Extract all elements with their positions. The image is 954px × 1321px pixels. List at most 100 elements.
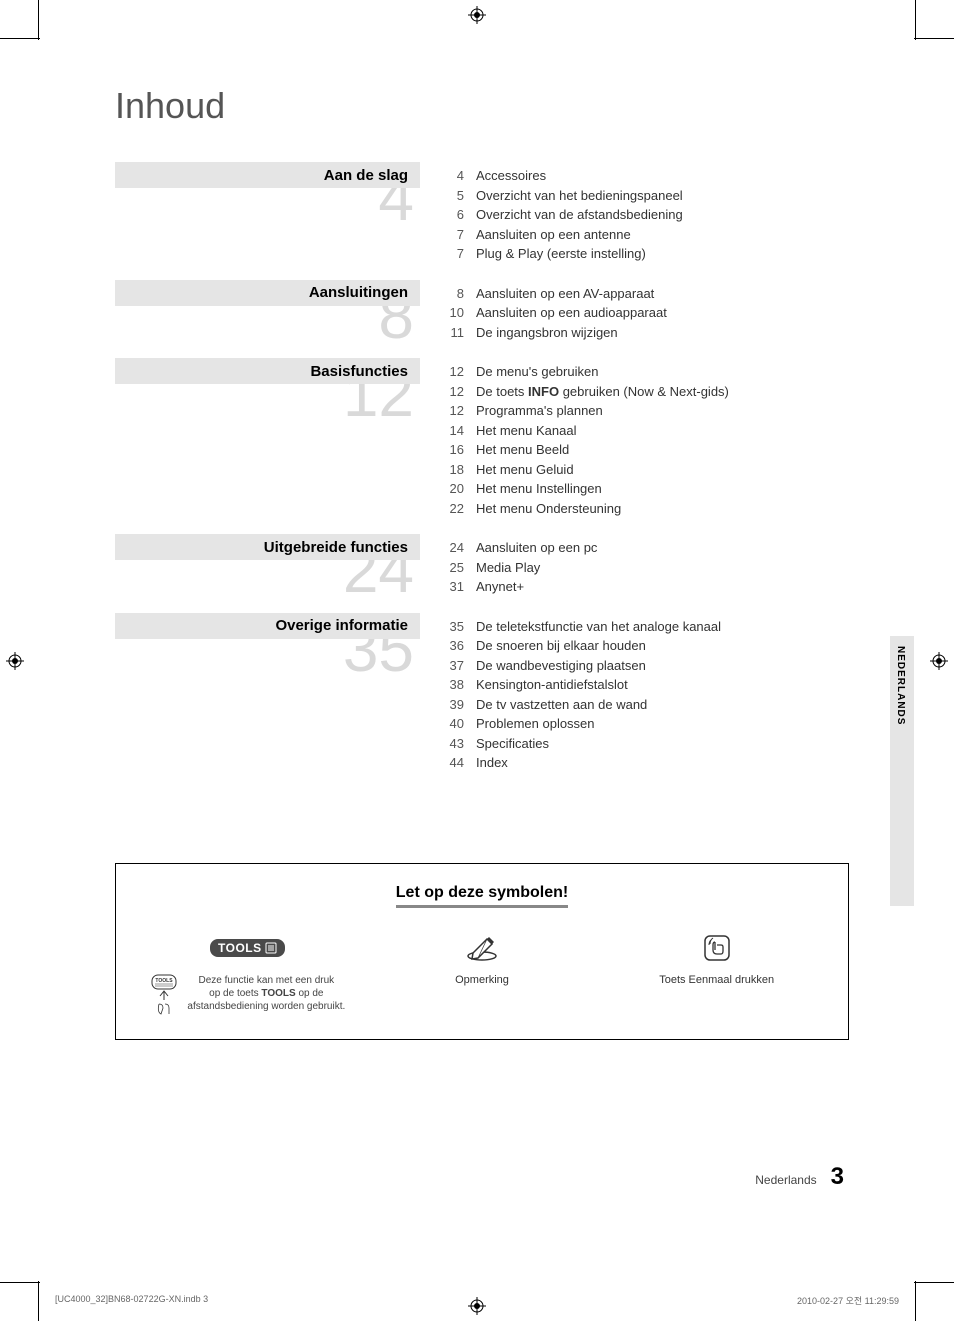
press-button-icon <box>599 928 834 968</box>
toc-row: 25 Media Play <box>440 558 849 578</box>
symbol-press-once: Toets Eenmaal drukken <box>599 928 834 986</box>
section-header-text: Aan de slag <box>324 167 408 184</box>
toc-item-title: Aansluiten op een antenne <box>476 225 849 245</box>
crop-mark <box>0 1282 40 1283</box>
crop-mark <box>915 1281 916 1321</box>
toc-row: 39 De tv vastzetten aan de wand <box>440 695 849 715</box>
toc-item-title: Programma's plannen <box>476 401 849 421</box>
toc-page-number: 24 <box>440 538 464 558</box>
toc-row: 31Anynet+ <box>440 577 849 597</box>
toc-item-title: Het menu Beeld <box>476 440 849 460</box>
section-items: 24 Aansluiten op een pc 25 Media Play31Anyn… <box>420 534 849 597</box>
toc-row: 18 Het menu Geluid <box>440 460 849 480</box>
crop-mark <box>0 38 40 39</box>
symbols-title: Let op deze symbolen! <box>396 884 568 908</box>
toc-item-title: De wandbevestiging plaatsen <box>476 656 849 676</box>
toc-item-title: De teletekstfunctie van het analoge kana… <box>476 617 849 637</box>
toc-page-number: 7 <box>440 225 464 245</box>
section-header-bar: Aan de slag <box>115 162 420 188</box>
toc-item-title: Overzicht van de afstandsbediening <box>476 205 849 225</box>
toc-row: 10Aansluiten op een audioapparaat <box>440 303 849 323</box>
page-footer: Nederlands 3 <box>755 1163 844 1191</box>
toc-row: 7 Aansluiten op een antenne <box>440 225 849 245</box>
toc-row: 6 Overzicht van de afstandsbediening <box>440 205 849 225</box>
toc-page-number: 43 <box>440 734 464 754</box>
toc-page-number: 12 <box>440 382 464 402</box>
tools-desc-line: afstandsbediening worden gebruikt. <box>187 1000 345 1013</box>
section-header-bar: Basisfuncties <box>115 358 420 384</box>
toc-item-title: Het menu Geluid <box>476 460 849 480</box>
toc-item-title: Media Play <box>476 558 849 578</box>
print-file-name: [UC4000_32]BN68-02722G-XN.indb 3 <box>55 1294 208 1307</box>
toc-section: 24 Uitgebreide functies24 Aansluiten op ee… <box>115 534 849 597</box>
footer-page-number: 3 <box>831 1163 844 1191</box>
tools-badge-icon: TOOLS <box>210 939 285 957</box>
toc-page-number: 12 <box>440 401 464 421</box>
toc-row: 40Problemen oplossen <box>440 714 849 734</box>
toc-section: 35Overige informatie 35De teletekstfuncti… <box>115 613 849 773</box>
toc-item-title: Het menu Ondersteuning <box>476 499 849 519</box>
tools-badge-label: TOOLS <box>218 941 262 955</box>
crop-mark <box>38 0 39 40</box>
crop-mark <box>914 38 954 39</box>
toc-page-number: 44 <box>440 753 464 773</box>
press-once-label: Toets Eenmaal drukken <box>599 974 834 986</box>
toc-row: 12 De toets INFO gebruiken (Now & Next-gi… <box>440 382 849 402</box>
toc-row: 35De teletekstfunctie van het analoge ka… <box>440 617 849 637</box>
toc-page-number: 38 <box>440 675 464 695</box>
section-header-block: 35Overige informatie <box>115 613 420 773</box>
toc-page-number: 11 <box>440 323 464 343</box>
toc-page-number: 31 <box>440 577 464 597</box>
toc-item-title: Problemen oplossen <box>476 714 849 734</box>
table-of-contents: 4Aan de slag4Accessoires5Overzicht van h… <box>115 162 849 773</box>
toc-row: 8Aansluiten op een AV-apparaat <box>440 284 849 304</box>
toc-item-title: Het menu Kanaal <box>476 421 849 441</box>
toc-page-number: 5 <box>440 186 464 206</box>
toc-row: 36De snoeren bij elkaar houden <box>440 636 849 656</box>
section-header-text: Basisfuncties <box>310 363 408 380</box>
toc-page-number: 16 <box>440 440 464 460</box>
toc-row: 14 Het menu Kanaal <box>440 421 849 441</box>
toc-page-number: 14 <box>440 421 464 441</box>
section-header-block: 4Aan de slag <box>115 162 420 264</box>
section-header-bar: Uitgebreide functies <box>115 534 420 560</box>
section-items: 35De teletekstfunctie van het analoge ka… <box>420 613 849 773</box>
toc-row: 20 Het menu Instellingen <box>440 479 849 499</box>
toc-page-number: 39 <box>440 695 464 715</box>
toc-item-title: Aansluiten op een pc <box>476 538 849 558</box>
svg-text:TOOLS: TOOLS <box>156 978 174 984</box>
page-title: Inhoud <box>115 85 904 127</box>
toc-row: 37De wandbevestiging plaatsen <box>440 656 849 676</box>
toc-item-title: Specificaties <box>476 734 849 754</box>
pencil-icon <box>365 928 600 968</box>
crop-mark <box>915 0 916 40</box>
section-items: 4Accessoires5Overzicht van het bediening… <box>420 162 849 264</box>
toc-page-number: 7 <box>440 244 464 264</box>
toc-section: 4Aan de slag4Accessoires5Overzicht van h… <box>115 162 849 264</box>
crop-mark <box>914 1282 954 1283</box>
toc-row: 44Index <box>440 753 849 773</box>
footer-language: Nederlands <box>755 1173 816 1187</box>
print-timestamp: 2010-02-27 오전 11:29:59 <box>797 1294 899 1307</box>
symbol-note: Opmerking <box>365 928 600 986</box>
toc-row: 7 Plug & Play (eerste instelling) <box>440 244 849 264</box>
section-header-block: 12Basisfuncties <box>115 358 420 518</box>
toc-page-number: 18 <box>440 460 464 480</box>
toc-item-title: De tv vastzetten aan de wand <box>476 695 849 715</box>
toc-page-number: 25 <box>440 558 464 578</box>
section-header-bar: Overige informatie <box>115 613 420 639</box>
toc-item-title: Het menu Instellingen <box>476 479 849 499</box>
toc-page-number: 6 <box>440 205 464 225</box>
toc-row: 12 Programma's plannen <box>440 401 849 421</box>
toc-item-title: De toets INFO gebruiken (Now & Next-gids… <box>476 382 849 402</box>
note-label: Opmerking <box>365 974 600 986</box>
tools-desc-line: op de toets TOOLS op de <box>187 987 345 1000</box>
toc-item-title: De snoeren bij elkaar houden <box>476 636 849 656</box>
toc-page-number: 20 <box>440 479 464 499</box>
crop-mark <box>38 1281 39 1321</box>
toc-row: 5Overzicht van het bedieningspaneel <box>440 186 849 206</box>
toc-row: 43 Specificaties <box>440 734 849 754</box>
toc-row: 16 Het menu Beeld <box>440 440 849 460</box>
section-items: 8Aansluiten op een AV-apparaat10Aansluit… <box>420 280 849 343</box>
toc-item-title: Plug & Play (eerste instelling) <box>476 244 849 264</box>
